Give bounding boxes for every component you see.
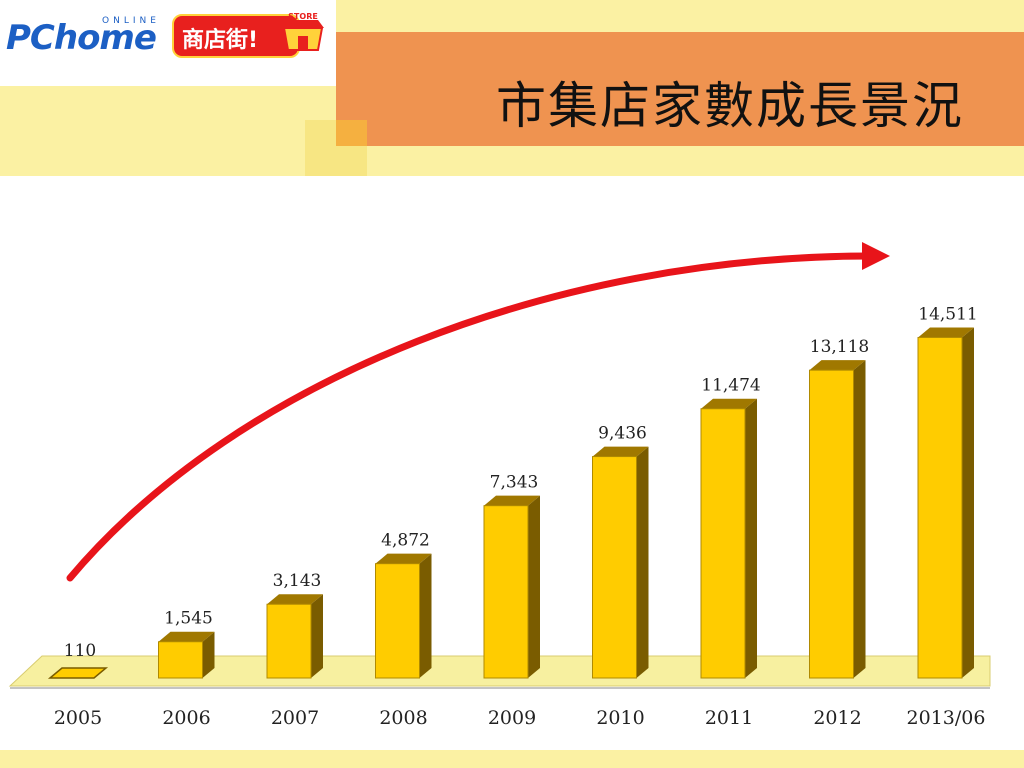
store-icon: STORE [282,12,324,51]
logo-badge-text: 商店街! [182,28,259,53]
category-label-2009: 2009 [488,707,536,729]
category-label-2011: 2011 [705,707,753,729]
bar-2010 [592,456,637,679]
bar-side-2006 [202,631,215,678]
logo-badge: 商店街! [172,14,300,58]
value-label-2011: 11,474 [701,376,760,396]
logo-store-text: STORE [288,12,318,21]
bar-2011 [700,408,746,679]
bar-top-2013/06 [918,327,974,338]
bar-top-2009 [484,495,540,506]
category-label-2005: 2005 [54,707,102,729]
value-label-2005: 110 [64,641,96,661]
title-banner: 市集店家數成長景況 [336,32,1024,146]
bar-side-2011 [745,398,757,678]
category-label-2007: 2007 [271,707,319,729]
bar-side-2007 [311,594,323,678]
decorative-square-orange [336,120,367,146]
bar-side-2008 [419,553,432,678]
bar-top-2011 [701,398,757,409]
bar-top-2008 [375,553,432,564]
bar-2006 [158,641,203,679]
category-label-2013/06: 2013/06 [907,707,986,729]
bar-chart: 110 2005 1,545 2006 3,143 2007 4,872 2008 7,343 2… [8,242,991,729]
bar-2013/06 [917,336,963,679]
bar-top-2006 [158,631,215,642]
bar-2009 [483,505,529,679]
value-label-2013/06: 14,511 [918,304,977,324]
value-label-2012: 13,118 [810,337,869,357]
value-label-2008: 4,872 [381,531,430,551]
value-label-2007: 3,143 [273,571,322,591]
logo-online-text: ONLINE [102,16,160,26]
bar-2008 [375,563,420,679]
bar-2005 [47,667,109,679]
bar-top-2007 [267,594,323,605]
category-label-2010: 2010 [596,707,644,729]
bar-2007 [266,603,312,679]
category-label-2006: 2006 [162,707,210,729]
page-title: 市集店家數成長景況 [496,77,964,135]
category-label-2012: 2012 [813,707,861,729]
growth-arrow-line [66,252,874,582]
growth-arrow-head [862,242,890,270]
value-label-2010: 9,436 [598,424,647,444]
value-label-2006: 1,545 [164,609,213,629]
category-label-2008: 2008 [379,707,427,729]
value-label-2009: 7,343 [490,473,539,493]
logo-pchome-text: PChome [6,18,157,58]
logo[interactable]: PChome ONLINE 商店街! STORE [0,0,336,86]
bar-side-2009 [528,495,540,678]
bar-side-2010 [636,446,649,678]
bar-side-2012 [853,360,866,678]
bar-top-2012 [809,360,866,371]
bar-2012 [809,369,854,679]
bar-top-2010 [592,446,649,457]
bar-side-2013/06 [962,327,974,678]
